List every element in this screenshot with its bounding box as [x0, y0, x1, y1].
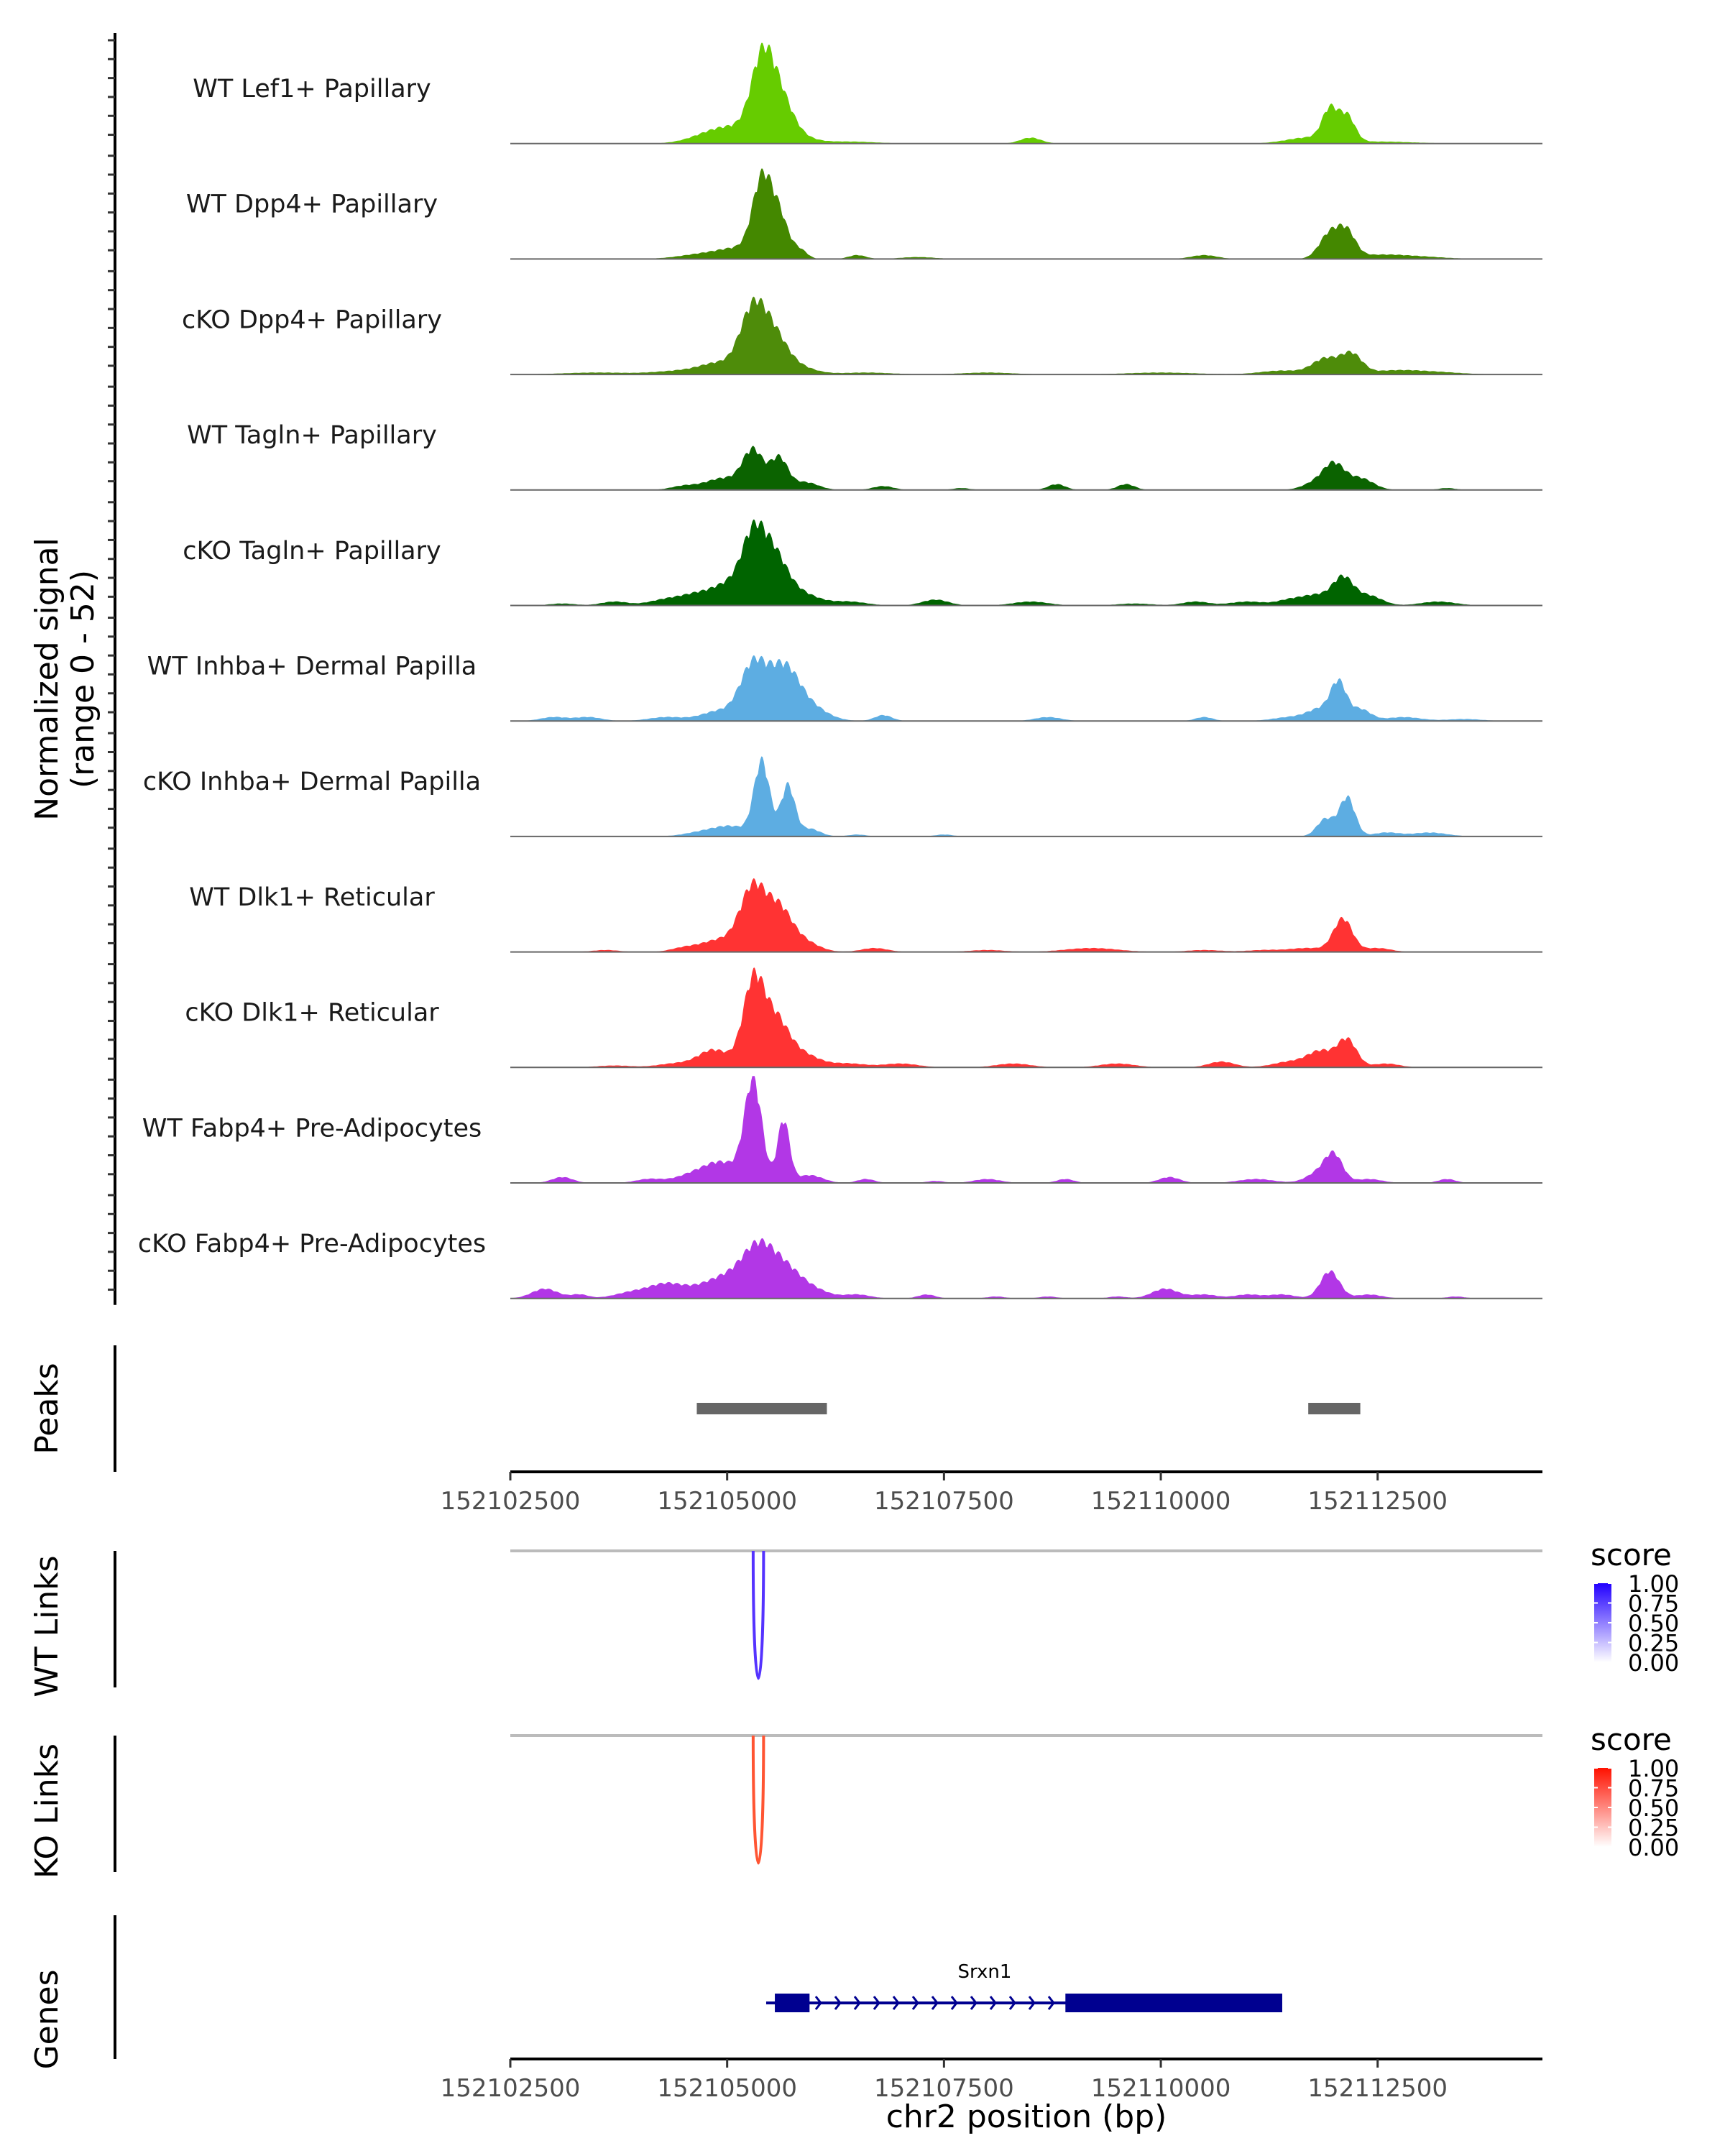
strand-arrow-icon	[814, 1996, 822, 2010]
strand-arrow-icon	[1028, 1996, 1036, 2010]
coverage-track-label: WT Tagln+ Papillary	[187, 421, 437, 450]
gene-name-label: Srxn1	[958, 1961, 1012, 1983]
links-track-label: WT Links	[29, 1555, 65, 1697]
strand-arrow-icon	[873, 1996, 880, 2010]
strand-arrow-icon	[853, 1996, 861, 2010]
legend-tick-label: 0.75	[1628, 1775, 1679, 1802]
legend-tick-label: 0.50	[1628, 1610, 1679, 1637]
genes-track-label: Genes	[29, 1969, 65, 2069]
strand-arrow-icon	[1008, 1996, 1016, 2010]
coverage-track-label: WT Fabp4+ Pre-Adipocytes	[142, 1114, 482, 1143]
coverage-track: WT Dlk1+ Reticular	[189, 878, 1542, 953]
legend-tick-label: 0.00	[1628, 1834, 1679, 1861]
legend-tick-label: 0.50	[1628, 1795, 1679, 1822]
x-tick-label: 152110000	[1091, 1487, 1231, 1516]
x-tick-label: 152102500	[441, 2074, 581, 2103]
x-tick-label: 152105000	[657, 1487, 797, 1516]
coverage-y-axis	[108, 33, 116, 1305]
coverage-track-label: cKO Inhba+ Dermal Papilla	[143, 768, 481, 796]
x-tick-label: 152112500	[1307, 2074, 1448, 2103]
legend-tick-label: 0.75	[1628, 1590, 1679, 1618]
coverage-track-label: cKO Tagln+ Papillary	[183, 537, 441, 566]
strand-arrow-icon	[931, 1996, 939, 2010]
strand-arrow-icon	[1047, 1996, 1055, 2010]
legend-title: score	[1591, 1722, 1672, 1757]
x-tick-label: 152107500	[874, 1487, 1014, 1516]
coverage-track: WT Lef1+ Papillary	[193, 42, 1542, 144]
peak-region	[696, 1403, 827, 1414]
coverage-area	[510, 42, 1542, 144]
x-axis-bottom: 152102500 152105000 152107500 152110000 1521…	[441, 2058, 1542, 2103]
y-axis-title-line1: Normalized signal	[29, 538, 65, 821]
peaks-track: Peaks	[29, 1345, 1361, 1472]
x-tick-label: 152107500	[874, 2074, 1014, 2103]
coverage-track-label: WT Dpp4+ Papillary	[186, 190, 438, 219]
coverage-track: WT Dpp4+ Papillary	[186, 168, 1542, 260]
coverage-area	[510, 1238, 1542, 1299]
legend-tick-label: 0.25	[1628, 1630, 1679, 1657]
x-axis-top: 152102500 152105000 152107500 152110000 1521…	[441, 1470, 1542, 1516]
x-axis-title: chr2 position (bp)	[886, 2099, 1167, 2135]
coverage-track: WT Tagln+ Papillary	[187, 421, 1542, 491]
coverage-area	[510, 519, 1542, 606]
coverage-track: WT Inhba+ Dermal Papilla	[147, 653, 1542, 722]
y-axis-title-line2: (range 0 - 52)	[65, 570, 101, 788]
strand-arrow-icon	[892, 1996, 900, 2010]
link-arc	[751, 1550, 765, 1680]
genes-track: Genes Srxn1	[29, 1915, 1282, 2070]
coverage-area	[510, 878, 1542, 952]
coverage-area	[510, 296, 1542, 375]
legend-tick-label: 0.00	[1628, 1649, 1679, 1677]
coverage-area	[510, 655, 1542, 722]
coverage-area	[510, 1076, 1542, 1183]
peaks-track-label: Peaks	[29, 1363, 65, 1454]
x-tick-label: 152112500	[1307, 1487, 1448, 1516]
gene-exon	[775, 1994, 810, 2012]
coverage-track: cKO Inhba+ Dermal Papilla	[143, 756, 1542, 837]
strand-arrow-icon	[970, 1996, 978, 2010]
coverage-track-label: WT Lef1+ Papillary	[193, 75, 431, 103]
legend-tick-label: 1.00	[1628, 1755, 1679, 1782]
coverage-area	[510, 446, 1542, 490]
gene-exon	[1065, 1994, 1282, 2012]
strand-arrow-icon	[834, 1996, 842, 2010]
legend-title: score	[1591, 1537, 1672, 1572]
coverage-track: WT Fabp4+ Pre-Adipocytes	[142, 1076, 1542, 1184]
legend-tick-label: 0.25	[1628, 1815, 1679, 1842]
x-tick-label: 152110000	[1091, 2074, 1231, 2103]
strand-arrow-icon	[989, 1996, 997, 2010]
coverage-track: cKO Fabp4+ Pre-Adipocytes	[138, 1230, 1542, 1299]
strand-arrow-icon	[950, 1996, 958, 2010]
coverage-track-label: cKO Dlk1+ Reticular	[185, 999, 439, 1028]
coverage-track-label: cKO Fabp4+ Pre-Adipocytes	[138, 1230, 486, 1258]
x-tick-label: 152105000	[657, 2074, 797, 2103]
coverage-track-label: WT Inhba+ Dermal Papilla	[147, 653, 477, 681]
coverage-track: cKO Dpp4+ Papillary	[182, 296, 1542, 376]
link-arc	[751, 1735, 765, 1865]
coverage-area	[510, 168, 1542, 259]
coverage-track: cKO Tagln+ Papillary	[183, 519, 1542, 607]
links-track-label: KO Links	[29, 1743, 65, 1879]
peak-region	[1308, 1403, 1361, 1414]
coverage-track-label: WT Dlk1+ Reticular	[189, 883, 435, 912]
x-tick-label: 152102500	[441, 1487, 581, 1516]
coverage-track: cKO Dlk1+ Reticular	[185, 967, 1542, 1069]
coverage-track-label: cKO Dpp4+ Papillary	[182, 305, 442, 334]
legend-tick-label: 1.00	[1628, 1570, 1679, 1598]
strand-arrow-icon	[911, 1996, 919, 2010]
coverage-tracks: WT Lef1+ Papillary WT Dpp4+ Papillary cKO …	[138, 42, 1542, 1299]
coverage-area	[510, 756, 1542, 837]
coverage-area	[510, 967, 1542, 1068]
